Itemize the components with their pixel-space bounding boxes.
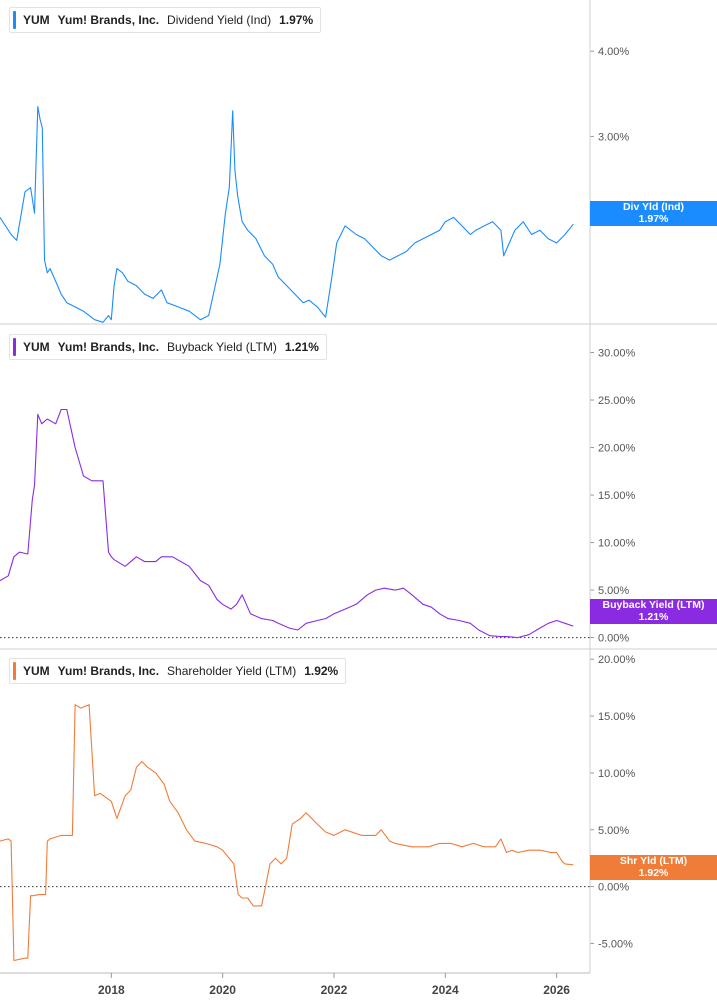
tag-value: 1.97% [638,212,669,225]
legend-dividend-yield[interactable]: YUM Yum! Brands, Inc. Dividend Yield (In… [9,7,322,33]
legend-buyback-yield[interactable]: YUM Yum! Brands, Inc. Buyback Yield (LTM… [9,334,327,360]
y-tick-label: 10.00% [598,538,636,550]
legend-shareholder-yield[interactable]: YUM Yum! Brands, Inc. Shareholder Yield … [9,658,347,684]
legend-ticker: YUM [23,13,50,27]
legend-ticker: YUM [23,664,50,678]
x-tick-label: 2024 [432,983,459,997]
legend-company: Yum! Brands, Inc. [57,340,160,354]
y-tick-label: 3.00% [598,131,629,143]
y-tick-label: 15.00% [598,490,636,502]
series-line [0,106,574,323]
y-tick-label: 5.00% [598,825,629,837]
x-tick-label: 2020 [209,983,236,997]
tag-label: Shr Yld (LTM) [619,855,688,867]
series-color-swatch [13,662,16,680]
x-tick-label: 2026 [543,983,570,997]
legend-value: 1.97% [279,13,314,27]
current-value-tag-shareholder: Shr Yld (LTM) 1.92% [590,855,717,880]
series-line [0,704,574,962]
legend-value: 1.92% [304,664,339,678]
legend-metric: Dividend Yield (Ind) [167,13,272,27]
x-tick-label: 2018 [98,983,125,997]
y-tick-label: 5.00% [598,585,629,597]
legend-metric: Buyback Yield (LTM) [167,340,277,354]
y-tick-label: 0.00% [598,882,629,894]
series-color-swatch [13,11,16,29]
x-tick-label: 2022 [321,983,348,997]
legend-company: Yum! Brands, Inc. [57,13,160,27]
tag-value: 1.92% [638,866,669,879]
y-tick-label: 20.00% [598,654,636,666]
y-tick-label: 20.00% [598,443,636,455]
current-value-tag-buyback: Buyback Yield (LTM) 1.21% [590,599,717,624]
legend-metric: Shareholder Yield (LTM) [167,664,297,678]
tag-label: Div Yld (Ind) [622,201,685,213]
y-tick-label: 25.00% [598,395,636,407]
y-tick-label: 15.00% [598,711,636,723]
tag-label: Buyback Yield (LTM) [602,599,705,611]
legend-value: 1.21% [284,340,319,354]
y-tick-label: 10.00% [598,768,636,780]
y-tick-label: 30.00% [598,348,636,360]
y-tick-label: 0.00% [598,633,629,645]
legend-ticker: YUM [23,340,50,354]
series-line [0,408,574,639]
y-tick-label: 4.00% [598,46,629,58]
current-value-tag-dividend: Div Yld (Ind) 1.97% [590,201,717,226]
y-tick-label: -5.00% [598,938,633,950]
tag-value: 1.21% [638,610,669,623]
legend-company: Yum! Brands, Inc. [57,664,160,678]
series-color-swatch [13,338,16,356]
